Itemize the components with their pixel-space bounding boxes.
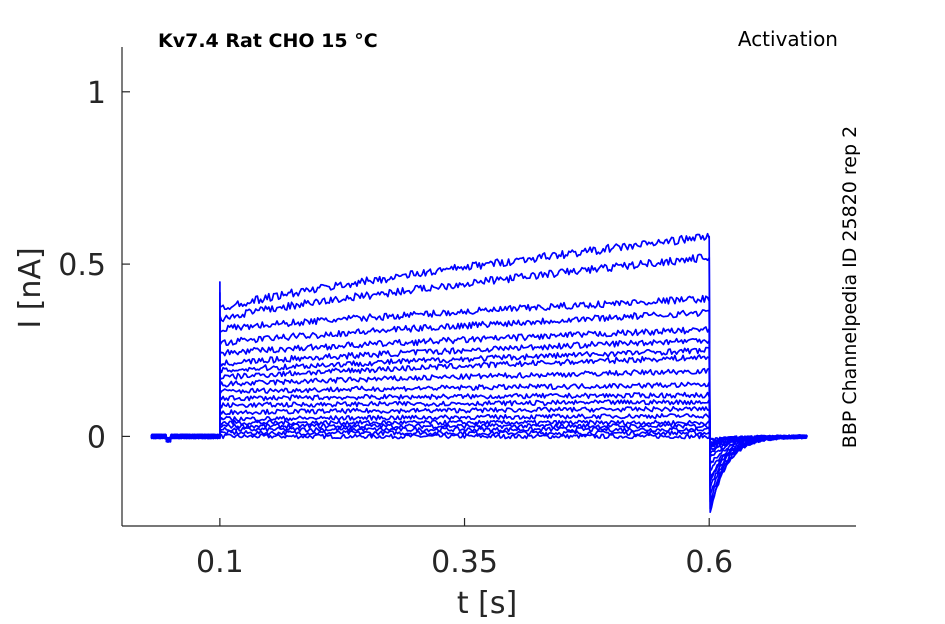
- source-note: BBP Channelpedia ID 25820 rep 2: [839, 126, 861, 448]
- current-traces: [150, 232, 808, 514]
- x-tick-label: 0.6: [685, 545, 733, 580]
- x-tick-label: 0.1: [196, 545, 244, 580]
- y-tick-label: 1: [87, 76, 106, 111]
- x-axis-label: t [s]: [457, 586, 517, 621]
- x-axis-ticks: 0.1 0.35 0.6: [196, 518, 733, 580]
- x-tick-label: 0.35: [431, 545, 498, 580]
- y-axis-ticks: 00.51: [58, 76, 130, 455]
- chart-title: Kv7.4 Rat CHO 15 °C: [158, 30, 378, 52]
- y-tick-label: 0: [87, 420, 106, 455]
- y-axis-label: I [nA]: [13, 247, 48, 328]
- current-trace: [150, 232, 808, 514]
- y-tick-label: 0.5: [58, 248, 106, 283]
- protocol-label: Activation: [738, 27, 838, 51]
